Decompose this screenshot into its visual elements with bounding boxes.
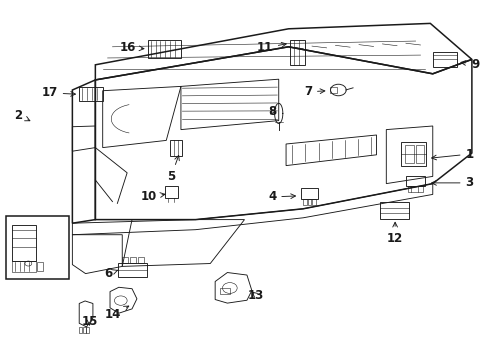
Text: 3: 3 [431, 176, 473, 189]
Text: 7: 7 [303, 85, 324, 98]
Text: 6: 6 [104, 267, 118, 280]
Text: 8: 8 [267, 105, 276, 118]
Text: 5: 5 [167, 156, 179, 183]
Text: 17: 17 [41, 86, 75, 99]
Text: 2: 2 [15, 109, 30, 122]
Text: 16: 16 [120, 41, 143, 54]
Text: 11: 11 [256, 41, 285, 54]
Text: 9: 9 [460, 58, 478, 71]
Text: 15: 15 [81, 315, 98, 328]
Text: 14: 14 [105, 306, 128, 321]
Text: 1: 1 [431, 148, 473, 161]
Text: 12: 12 [386, 222, 403, 245]
Text: 13: 13 [247, 289, 264, 302]
Text: 10: 10 [140, 190, 164, 203]
Text: 4: 4 [267, 190, 295, 203]
